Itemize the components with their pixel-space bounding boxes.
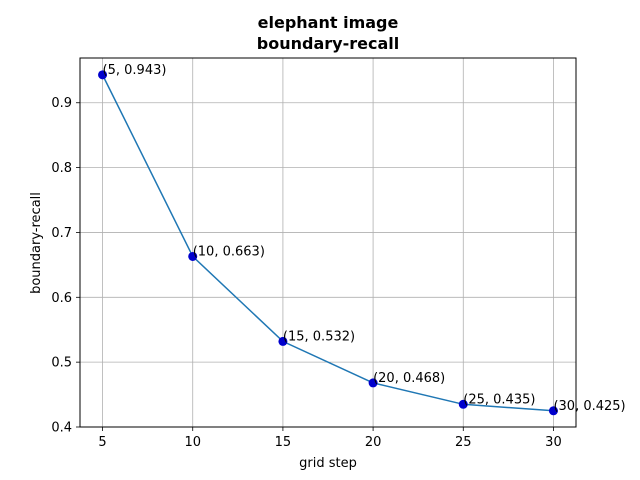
data-point-label: (15, 0.532): [283, 329, 355, 344]
series-markers: [98, 70, 558, 416]
data-point-label: (25, 0.435): [463, 392, 535, 407]
x-tick-label: 30: [545, 435, 562, 450]
chart-title-line2: boundary-recall: [257, 34, 399, 53]
x-tick-label: 5: [98, 435, 106, 450]
axis-ticks: 5 10 15 20 25 30 0.4 0.5 0.6 0.7 0.8 0.9: [51, 96, 561, 450]
y-tick-label: 0.8: [51, 161, 72, 176]
x-tick-label: 10: [184, 435, 201, 450]
chart-title-line1: elephant image: [258, 13, 399, 32]
series-line: [101, 74, 554, 412]
data-point-marker: [188, 251, 198, 261]
x-tick-label: 20: [365, 435, 382, 450]
data-point-marker: [548, 406, 558, 416]
data-point-marker: [368, 378, 378, 388]
grid-lines: [80, 58, 576, 428]
data-point-marker: [278, 336, 288, 346]
y-tick-label: 0.6: [51, 291, 72, 306]
data-point-marker: [98, 70, 108, 80]
x-axis-label: grid step: [299, 456, 357, 471]
point-labels: (5, 0.943) (10, 0.663) (15, 0.532) (20, 0.4…: [103, 63, 626, 414]
data-point-marker: [458, 399, 468, 409]
y-tick-label: 0.4: [51, 421, 72, 436]
x-tick-label: 25: [455, 435, 472, 450]
plot-area-frame: [79, 57, 577, 428]
data-point-label: (5, 0.943): [103, 63, 167, 78]
y-tick-label: 0.7: [51, 226, 72, 241]
data-point-label: (30, 0.425): [553, 399, 625, 414]
y-tick-label: 0.9: [51, 96, 72, 111]
x-tick-label: 15: [275, 435, 292, 450]
data-point-label: (10, 0.663): [193, 244, 265, 259]
y-tick-label: 0.5: [51, 356, 72, 371]
data-point-label: (20, 0.468): [373, 371, 445, 386]
y-axis-label: boundary-recall: [29, 192, 44, 294]
